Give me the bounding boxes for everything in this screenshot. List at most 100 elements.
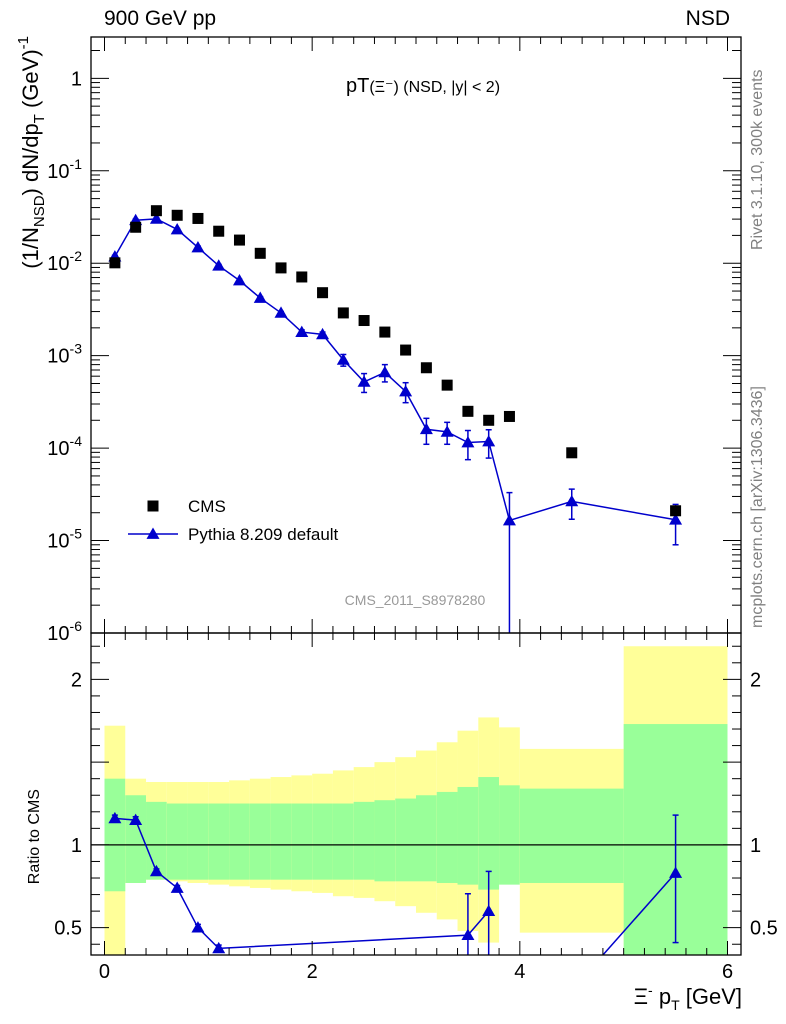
band-inner-bin — [499, 785, 520, 885]
band-inner-bin — [187, 803, 209, 880]
cms-point — [192, 212, 204, 224]
band-inner-bin — [457, 786, 479, 885]
source-label: CMS_2011_S8978280 — [345, 592, 486, 608]
band-inner-bin — [374, 800, 396, 882]
band-inner-bin — [229, 803, 250, 880]
pythia-point — [357, 375, 371, 387]
cms-point — [566, 447, 578, 459]
pythia-point — [378, 365, 392, 378]
x-tick-label: 2 — [307, 961, 318, 983]
cms-point — [462, 405, 474, 417]
ratio-y-tick-label: 0.5 — [54, 918, 82, 940]
ratio-point — [191, 921, 205, 933]
cms-point — [317, 287, 329, 299]
cms-point — [483, 414, 495, 426]
band-inner-bin — [125, 795, 147, 883]
y-tick-label: 10-1 — [47, 156, 82, 183]
band-inner-bin — [478, 777, 500, 890]
pythia-point — [419, 422, 433, 435]
ratio-point — [212, 941, 226, 954]
y-tick-label: 10-5 — [47, 526, 82, 553]
y-tick-label: 10-4 — [47, 433, 82, 460]
pythia-point — [461, 436, 475, 448]
cms-point — [233, 234, 245, 246]
cms-point — [150, 205, 162, 217]
pythia-point — [482, 434, 496, 447]
band-inner-bin — [166, 803, 188, 880]
ratio-point — [461, 928, 475, 941]
pythia-point — [336, 353, 350, 365]
pythia-point — [295, 325, 309, 337]
ratio-y-tick-label: 2 — [71, 669, 82, 691]
cms-point — [337, 307, 349, 319]
y-tick-label: 10-2 — [47, 248, 82, 275]
pythia-point — [565, 494, 579, 507]
x-tick-label: 4 — [514, 961, 525, 983]
ratio-y-tick-label: 1 — [71, 835, 82, 857]
cms-point — [130, 221, 142, 233]
pythia-point — [669, 513, 683, 525]
ratio-series-line — [114, 817, 490, 950]
pythia-point — [274, 306, 288, 318]
chart-title: pT(Ξ⁻) (NSD, |y| < 2) — [346, 75, 500, 97]
ratio-y-tick-label: 0.5 — [750, 918, 778, 940]
cms-point — [420, 362, 432, 374]
band-inner-bin — [353, 801, 375, 880]
cms-point — [503, 410, 515, 422]
pythia-point — [232, 274, 246, 286]
cms-point — [379, 326, 391, 338]
pythia-point — [502, 513, 516, 526]
legend-cms-marker — [147, 500, 159, 512]
y-tick-label: 10-6 — [47, 618, 82, 645]
band-inner-bin — [436, 791, 458, 883]
cms-point — [109, 257, 121, 269]
pythia-line — [114, 218, 676, 522]
cms-point — [213, 225, 225, 237]
header-left: 900 GeV pp — [104, 7, 217, 30]
x-tick-label: 6 — [722, 961, 733, 983]
cms-point — [400, 344, 412, 356]
pythia-point — [440, 425, 454, 437]
legend-cms-label: CMS — [188, 497, 226, 516]
ratio-point — [129, 813, 143, 825]
ratio-series-line — [602, 872, 677, 955]
pythia-point — [149, 212, 163, 224]
y-tick-label: 10-3 — [47, 341, 82, 368]
band-inner-bin — [332, 803, 354, 880]
header-right: NSD — [685, 7, 730, 30]
band-inner-bin — [519, 788, 624, 883]
pythia-point — [253, 291, 267, 303]
band-inner-bin — [249, 803, 271, 880]
cms-point — [296, 271, 308, 283]
pythia-point — [316, 327, 330, 340]
cms-point — [441, 379, 453, 391]
ratio-point — [669, 866, 683, 878]
band-inner-bin — [270, 803, 292, 880]
ratio-y-tick-label: 1 — [750, 835, 761, 857]
x-tick-label: 0 — [99, 961, 110, 983]
pythia-point — [191, 240, 205, 253]
ratio-point — [170, 881, 184, 893]
cms-point — [358, 315, 370, 327]
pythia-point — [399, 384, 413, 397]
y-axis-label: (1/NNSD) dN/dpT (GeV)-1 — [15, 36, 48, 269]
ratio-point — [149, 864, 163, 877]
cms-point — [670, 505, 682, 517]
x-axis-label: Ξ- pT [GeV] — [634, 982, 742, 1013]
band-inner-bin — [104, 778, 126, 892]
ratio-y-axis-label: Ratio to CMS — [26, 789, 43, 884]
pythia-point — [170, 222, 184, 235]
band-inner-bin — [416, 795, 437, 882]
legend-pythia-label: Pythia 8.209 default — [188, 525, 339, 544]
cms-point — [171, 209, 183, 221]
band-inner-bin — [395, 798, 416, 882]
band-inner-bin — [291, 803, 313, 880]
band-inner-bin — [312, 803, 333, 880]
pythia-point — [212, 259, 226, 271]
ratio-point — [482, 904, 496, 917]
band-inner-bin — [208, 803, 230, 880]
cms-point — [275, 262, 287, 274]
ratio-y-tick-label: 2 — [750, 669, 761, 691]
legend-pythia-marker — [146, 527, 160, 539]
